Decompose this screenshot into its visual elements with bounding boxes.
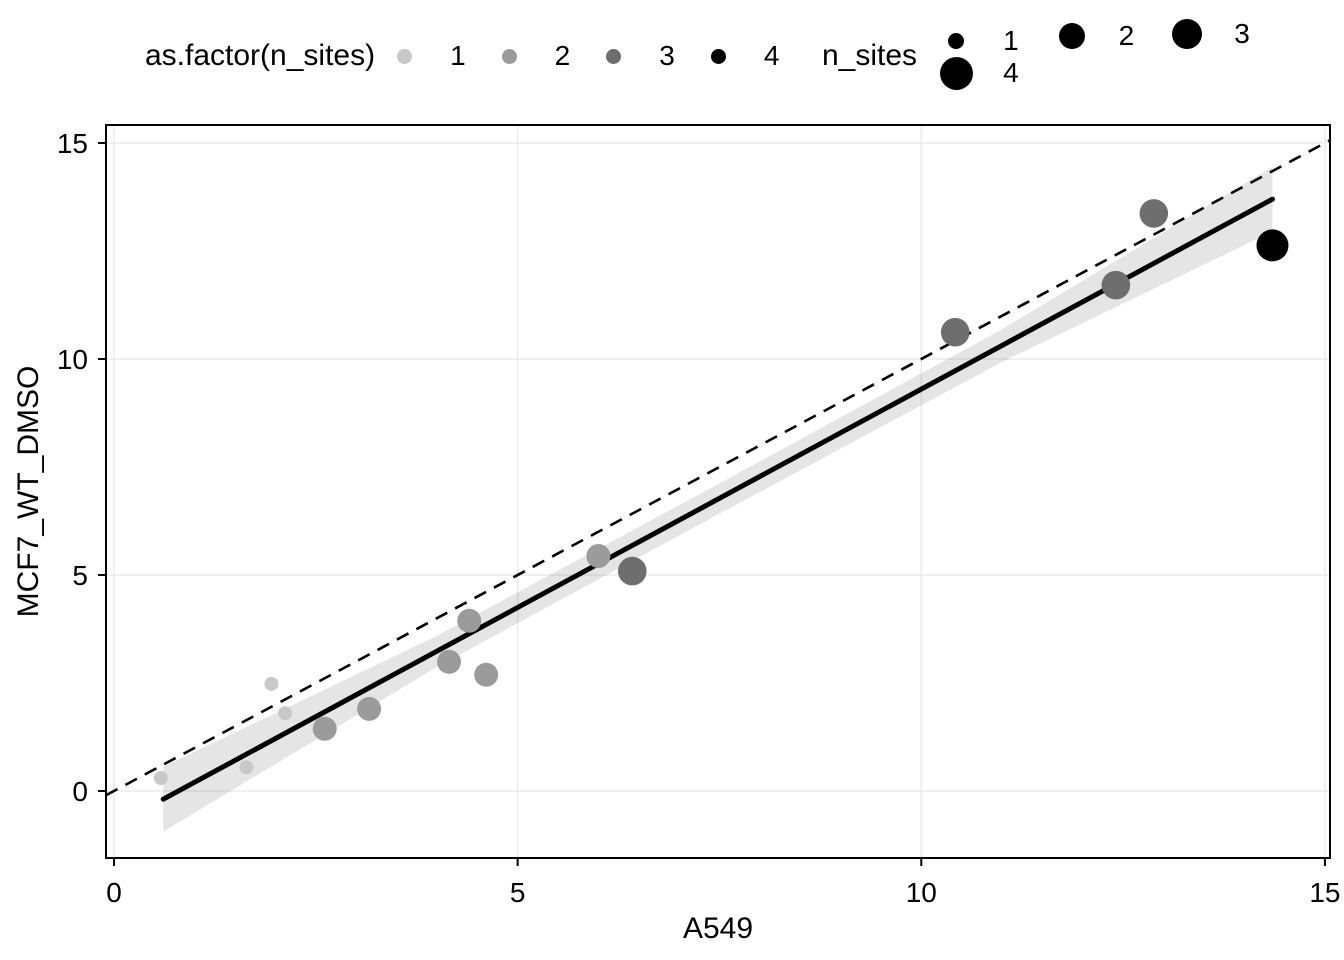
x-axis-tick-label: 15 — [1309, 877, 1340, 908]
legend-key-dot-icon — [1058, 22, 1085, 49]
x-axis-tick-label: 10 — [906, 877, 937, 908]
y-axis-tick-label: 15 — [57, 128, 88, 159]
data-point — [312, 716, 337, 741]
data-point — [1256, 229, 1289, 262]
legend-size: n_sites 1 2 3 4 — [822, 18, 1344, 90]
y-axis-title: MCF7_WT_DMSO — [12, 366, 45, 618]
legend-color-items: 1 2 3 4 — [397, 40, 779, 72]
legend-key-label: 4 — [1003, 57, 1019, 88]
identity-line-dashed — [105, 139, 1331, 797]
legend-color-title: as.factor(n_sites) — [145, 39, 376, 72]
y-axis-tick-label: 10 — [57, 344, 88, 375]
legend-key-dot-icon — [710, 48, 726, 64]
legend-key-label: 2 — [554, 40, 571, 71]
x-axis-tick-label: 5 — [510, 877, 526, 908]
data-point — [586, 543, 611, 568]
legend-color-item-2: 2 — [501, 40, 571, 72]
legend-key-label: 3 — [659, 40, 675, 71]
legend-size-item-1: 1 — [939, 25, 1019, 57]
legend-key-slot — [1170, 18, 1204, 49]
legend-key-dot-icon — [1172, 18, 1203, 49]
panel-border — [105, 124, 1331, 859]
y-axis-tick-label: 0 — [72, 776, 88, 807]
legend-key-dot-icon — [948, 32, 965, 49]
data-point — [239, 760, 254, 775]
legend-key-label: 2 — [1118, 19, 1135, 51]
data-point — [357, 696, 382, 721]
x-axis-tick-label: 0 — [106, 877, 122, 908]
legend-color-item-3: 3 — [606, 40, 675, 72]
data-point — [474, 662, 499, 687]
legend-color-item-4: 4 — [710, 40, 780, 72]
data-point — [437, 649, 462, 674]
legend-size-item-3: 3 — [1170, 18, 1250, 50]
legend-key-slot — [1055, 22, 1089, 49]
legend-key-dot-icon — [606, 48, 622, 64]
legend-key-slot — [939, 32, 973, 49]
legend-size-item-2: 2 — [1055, 19, 1135, 52]
regression-line — [160, 196, 1275, 802]
legend-color: as.factor(n_sites) 1 2 3 4 — [145, 30, 779, 82]
legend-key-label: 4 — [763, 40, 780, 71]
legend-key-dot-icon — [939, 56, 973, 90]
data-point — [264, 676, 279, 691]
legend-key-dot-icon — [397, 48, 413, 64]
data-point — [278, 706, 293, 721]
legend-key-label: 3 — [1234, 17, 1250, 49]
data-point — [617, 556, 647, 586]
legend-key-slot — [939, 56, 973, 90]
y-axis-tick-label: 5 — [72, 560, 88, 591]
legend-size-title: n_sites — [822, 39, 918, 72]
legend-color-item-1: 1 — [397, 40, 466, 72]
legend-key-label: 1 — [1003, 24, 1019, 56]
data-point — [457, 608, 482, 633]
data-point — [1139, 199, 1169, 228]
data-point — [940, 317, 970, 347]
x-axis-title: A549 — [683, 912, 753, 945]
legend-size-items: 1 2 3 4 — [939, 18, 1344, 95]
data-point — [1101, 270, 1131, 300]
legend-size-item-4: 4 — [939, 56, 1019, 90]
legend-key-label: 1 — [450, 40, 466, 71]
data-point — [153, 771, 168, 786]
legend-key-dot-icon — [501, 48, 517, 64]
